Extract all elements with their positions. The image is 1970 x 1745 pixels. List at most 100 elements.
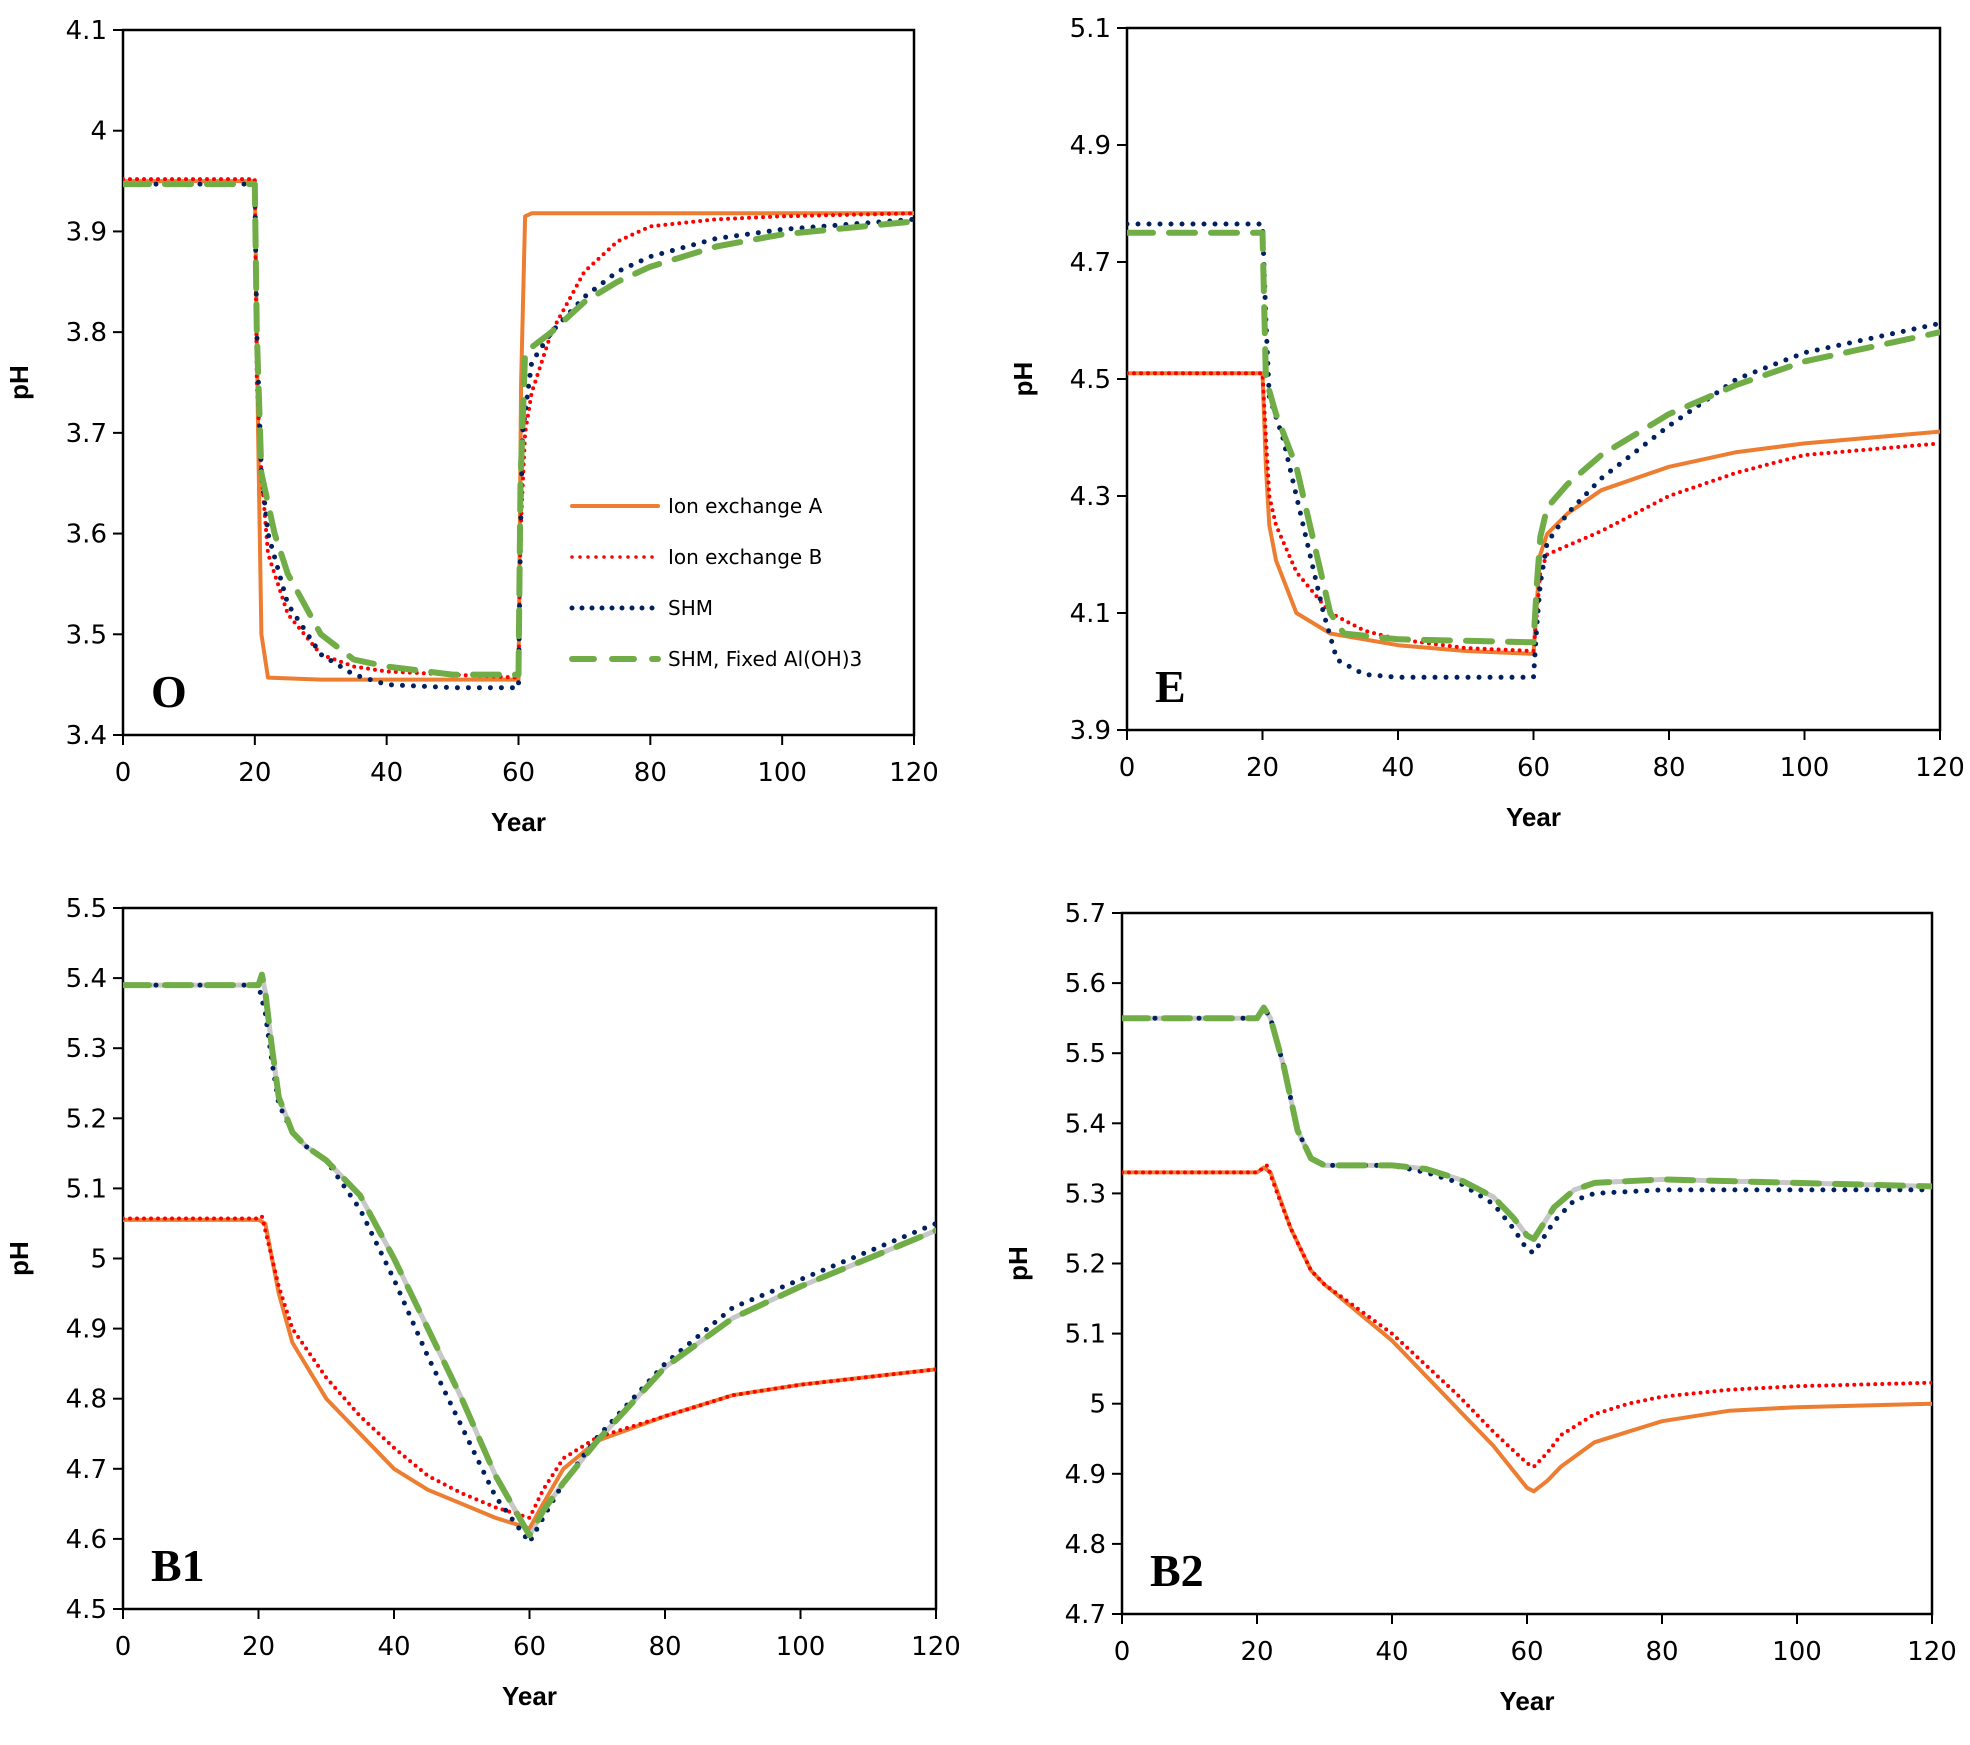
y-tick-label: 5 — [90, 1245, 107, 1275]
y-tick-label: 5.4 — [66, 964, 107, 994]
y-axis-title: pH — [1003, 1246, 1033, 1281]
series-line-reference — [123, 972, 936, 1538]
y-tick-label: 4.1 — [66, 16, 107, 46]
x-tick-label: 80 — [1645, 1637, 1678, 1667]
x-tick-label: 0 — [115, 1632, 132, 1662]
y-tick-label: 5.6 — [1065, 969, 1106, 999]
y-tick-label: 5.1 — [1065, 1320, 1106, 1350]
x-tick-label: 120 — [1915, 753, 1965, 783]
y-tick-label: 5.1 — [66, 1174, 107, 1204]
y-tick-label: 4.9 — [1065, 1460, 1106, 1490]
legend-label-fixed: SHM, Fixed Al(OH)3 — [668, 647, 862, 671]
y-tick-label: 4.9 — [1070, 131, 1111, 161]
series-line-ionA — [123, 1217, 936, 1531]
series-line-shm — [123, 982, 936, 1545]
series-group — [123, 971, 936, 1545]
y-tick-label: 4.7 — [1070, 248, 1111, 278]
x-tick-label: 100 — [1772, 1637, 1822, 1667]
y-tick-label: 4.3 — [1070, 482, 1111, 512]
x-axis-title: Year — [1506, 802, 1561, 832]
series-line-ionB — [1127, 371, 1940, 653]
series-line-fixed — [123, 181, 914, 678]
legend-label-ionA: Ion exchange A — [668, 494, 823, 518]
plot-frame-b1 — [121, 906, 938, 1611]
x-tick-label: 20 — [1240, 1637, 1273, 1667]
series-line-ionA — [1122, 1165, 1932, 1494]
y-tick-label: 5.2 — [1065, 1250, 1106, 1280]
x-tick-label: 120 — [911, 1632, 961, 1662]
series-line-ionB — [123, 1214, 936, 1520]
y-axis-title: pH — [4, 365, 34, 400]
x-tick-label: 60 — [513, 1632, 546, 1662]
x-tick-label: 80 — [1652, 753, 1685, 783]
series-group — [1127, 221, 1940, 680]
y-tick-label: 4.9 — [66, 1315, 107, 1345]
series-line-fixed — [1122, 1004, 1932, 1242]
x-tick-label: 40 — [1381, 753, 1414, 783]
y-axis-title: pH — [1008, 362, 1038, 397]
x-tick-label: 80 — [648, 1632, 681, 1662]
y-tick-label: 4.5 — [1070, 365, 1111, 395]
x-tick-label: 60 — [1510, 1637, 1543, 1667]
y-tick-label: 3.7 — [66, 419, 107, 449]
y-tick-label: 5.5 — [1065, 1039, 1106, 1069]
x-axis-title: Year — [491, 807, 546, 837]
y-tick-label: 4.7 — [66, 1455, 107, 1485]
x-tick-label: 20 — [242, 1632, 275, 1662]
x-tick-label: 40 — [370, 758, 403, 788]
panel-e: 3.9 4.1 4.3 4.5 4.7 4.9 5.1 0 20 40 60 80 100 120 Year… — [1008, 14, 1965, 832]
series-group — [123, 177, 914, 691]
x-tick-label: 20 — [238, 758, 271, 788]
series-line-ionB — [123, 177, 914, 680]
x-tick-label: 60 — [1517, 753, 1550, 783]
panel-label-b2: B2 — [1150, 1545, 1204, 1596]
x-tick-label: 40 — [377, 1632, 410, 1662]
y-tick-label: 5.3 — [66, 1034, 107, 1064]
y-tick-label: 3.9 — [66, 217, 107, 247]
x-tick-label: 40 — [1375, 1637, 1408, 1667]
panel-b2: 4.7 4.8 4.9 5 5.1 5.2 5.3 5.4 5.5 5.6 5.7 0 20 40 60 80… — [1003, 899, 1957, 1716]
x-axis-title: Year — [1500, 1686, 1555, 1716]
panel-b1: 4.5 4.6 4.7 4.8 4.9 5 5.1 5.2 5.3 5.4 5.5 0 20 40 60 80… — [4, 894, 961, 1711]
y-tick-label: 5.7 — [1065, 899, 1106, 929]
y-tick-label: 3.5 — [66, 620, 107, 650]
legend-label-ionB: Ion exchange B — [668, 545, 822, 569]
x-tick-label: 60 — [502, 758, 535, 788]
series-line-ionB — [1122, 1163, 1932, 1469]
series-line-shm — [1127, 221, 1940, 680]
y-tick-label: 5 — [1089, 1390, 1106, 1420]
y-tick-label: 4 — [90, 117, 107, 147]
legend: Ion exchange A Ion exchange B SHM SHM, Fixe… — [569, 494, 862, 671]
y-tick-label: 3.9 — [1070, 716, 1111, 746]
x-tick-label: 100 — [776, 1632, 826, 1662]
y-axis-title: pH — [4, 1241, 34, 1276]
y-tick-label: 5.2 — [66, 1104, 107, 1134]
x-tick-label: 0 — [115, 758, 132, 788]
y-tick-label: 4.1 — [1070, 599, 1111, 629]
y-tick-label: 3.6 — [66, 520, 107, 550]
y-tick-label: 4.8 — [1065, 1530, 1106, 1560]
x-tick-label: 0 — [1119, 753, 1136, 783]
x-tick-label: 120 — [1907, 1637, 1957, 1667]
x-tick-label: 100 — [1780, 753, 1830, 783]
y-tick-label: 5.3 — [1065, 1179, 1106, 1209]
y-tick-label: 4.7 — [1065, 1600, 1106, 1630]
y-tick-label: 4.8 — [66, 1385, 107, 1415]
x-axis-title: Year — [502, 1681, 557, 1711]
series-line-reference — [1122, 1005, 1932, 1242]
y-tick-label: 4.6 — [66, 1525, 107, 1555]
x-tick-label: 20 — [1246, 753, 1279, 783]
series-group — [1122, 1004, 1932, 1494]
x-tick-label: 80 — [634, 758, 667, 788]
y-tick-label: 5.1 — [1070, 14, 1111, 44]
legend-label-shm: SHM — [668, 596, 713, 620]
x-tick-label: 0 — [1114, 1637, 1131, 1667]
y-tick-label: 3.8 — [66, 318, 107, 348]
series-line-shm — [1122, 1005, 1932, 1256]
y-tick-label: 5.5 — [66, 894, 107, 924]
series-line-fixed — [123, 971, 936, 1539]
y-tick-label: 5.4 — [1065, 1109, 1106, 1139]
panel-label-o: O — [151, 666, 187, 717]
x-tick-label: 100 — [757, 758, 807, 788]
